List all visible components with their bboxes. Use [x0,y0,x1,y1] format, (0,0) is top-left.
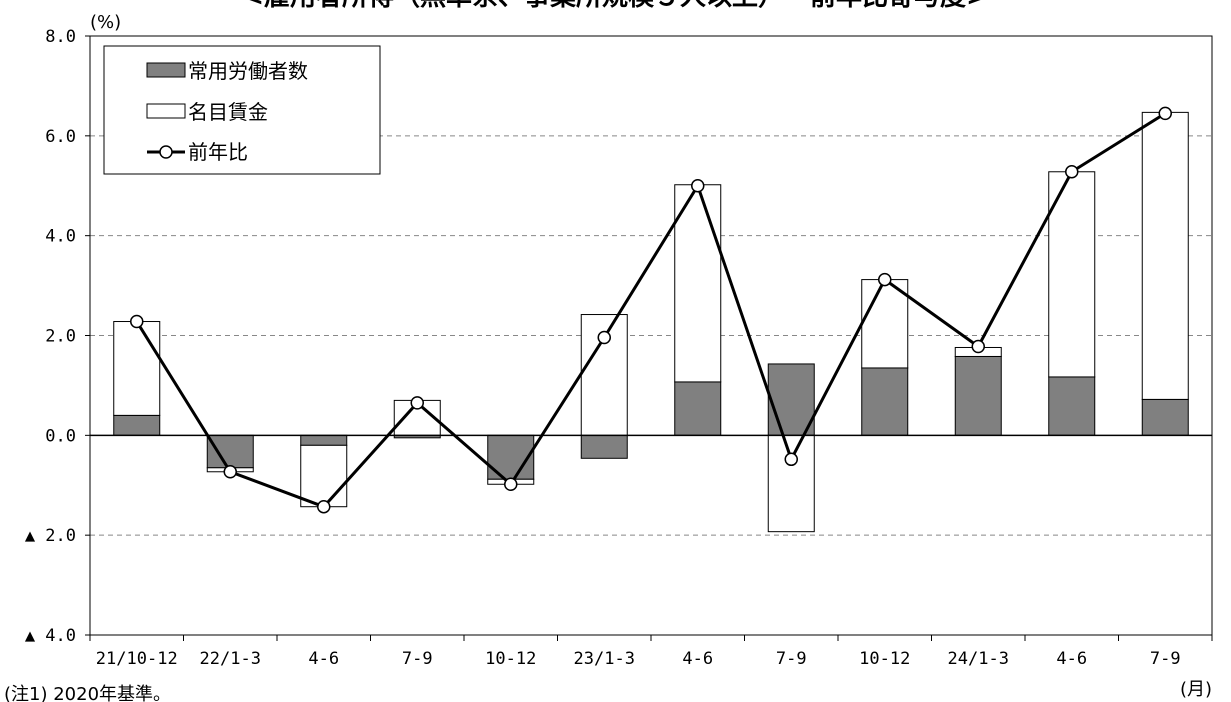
x-tick-label: 4-6 [308,649,339,669]
yoy-point [691,179,705,193]
bar-workers [954,355,1002,436]
yoy-point [1065,165,1079,179]
bars [113,111,1189,533]
legend-label-workers: 常用労働者数 [188,59,308,83]
bar-wages [767,434,815,533]
legend: 常用労働者数 名目賃金 前年比 [103,45,381,175]
x-tick-label: 24/1-3 [948,649,1009,669]
yoy-point [130,314,144,329]
y-tick-label: 8.0 [45,27,76,47]
x-tick-label: 23/1-3 [574,649,635,669]
legend-marker-sample [159,145,173,159]
yoy-line-path [135,112,1167,509]
bar-workers [580,434,628,459]
bar-wages [1048,171,1096,378]
y-tick-label: ▲ 4.0 [25,626,76,646]
x-tick-label: 7-9 [1150,649,1181,669]
bar-wages [300,444,348,508]
yoy-point [223,465,237,479]
yoy-point [971,339,985,354]
bar-wages [861,279,909,369]
bar-wages [113,321,161,416]
yoy-point [878,272,892,287]
y-tick-label: 6.0 [45,127,76,147]
legend-swatch-wages [146,103,186,119]
chart-title: <雇用者所得（無単系、事業所規模５人以上）－前年比寄与度> [242,0,988,12]
axes [85,35,1213,641]
bar-workers [861,367,909,436]
legend-label-wages: 名目賃金 [188,100,268,124]
bar-workers [1048,376,1096,436]
x-tick-label: 21/10-12 [96,649,178,669]
x-unit-label: (月) [1180,679,1212,700]
x-tick-label: 7-9 [402,649,433,669]
y-tick-label: 2.0 [45,327,76,347]
y-tick-label: 0.0 [45,426,76,446]
x-tick-label: 4-6 [682,649,713,669]
x-tick-label: 4-6 [1056,649,1087,669]
bar-wages [1141,111,1189,400]
yoy-point [410,396,424,410]
y-tick-label: 4.0 [45,227,76,247]
bar-workers [300,434,348,446]
bar-wages [674,184,722,383]
yoy-point [784,452,798,467]
legend-swatch-workers [146,62,186,78]
bar-workers [1141,398,1189,436]
bar-workers [767,363,815,436]
yoy-point [317,499,331,514]
bar-workers [206,434,254,469]
y-unit-label: (%) [90,12,121,33]
x-tick-label: 10-12 [859,649,910,669]
yoy-point [597,330,611,345]
x-tick-label: 10-12 [485,649,536,669]
yoy-point [504,477,518,492]
y-tick-label: ▲ 2.0 [25,526,76,546]
x-tick-label: 7-9 [776,649,807,669]
yoy-line [130,106,1172,514]
bar-workers [674,381,722,436]
yoy-point [1158,106,1172,121]
x-tick-label: 22/1-3 [200,649,261,669]
tick-labels: 8.0 6.0 4.0 2.0 0.0 ▲ 2.0 ▲ 4.0 21/10-12 22/1-3 4… [25,27,1181,669]
legend-label-yoy: 前年比 [188,140,248,164]
footnote: (注1) 2020年基準。 [4,684,171,702]
bar-workers [113,414,161,436]
